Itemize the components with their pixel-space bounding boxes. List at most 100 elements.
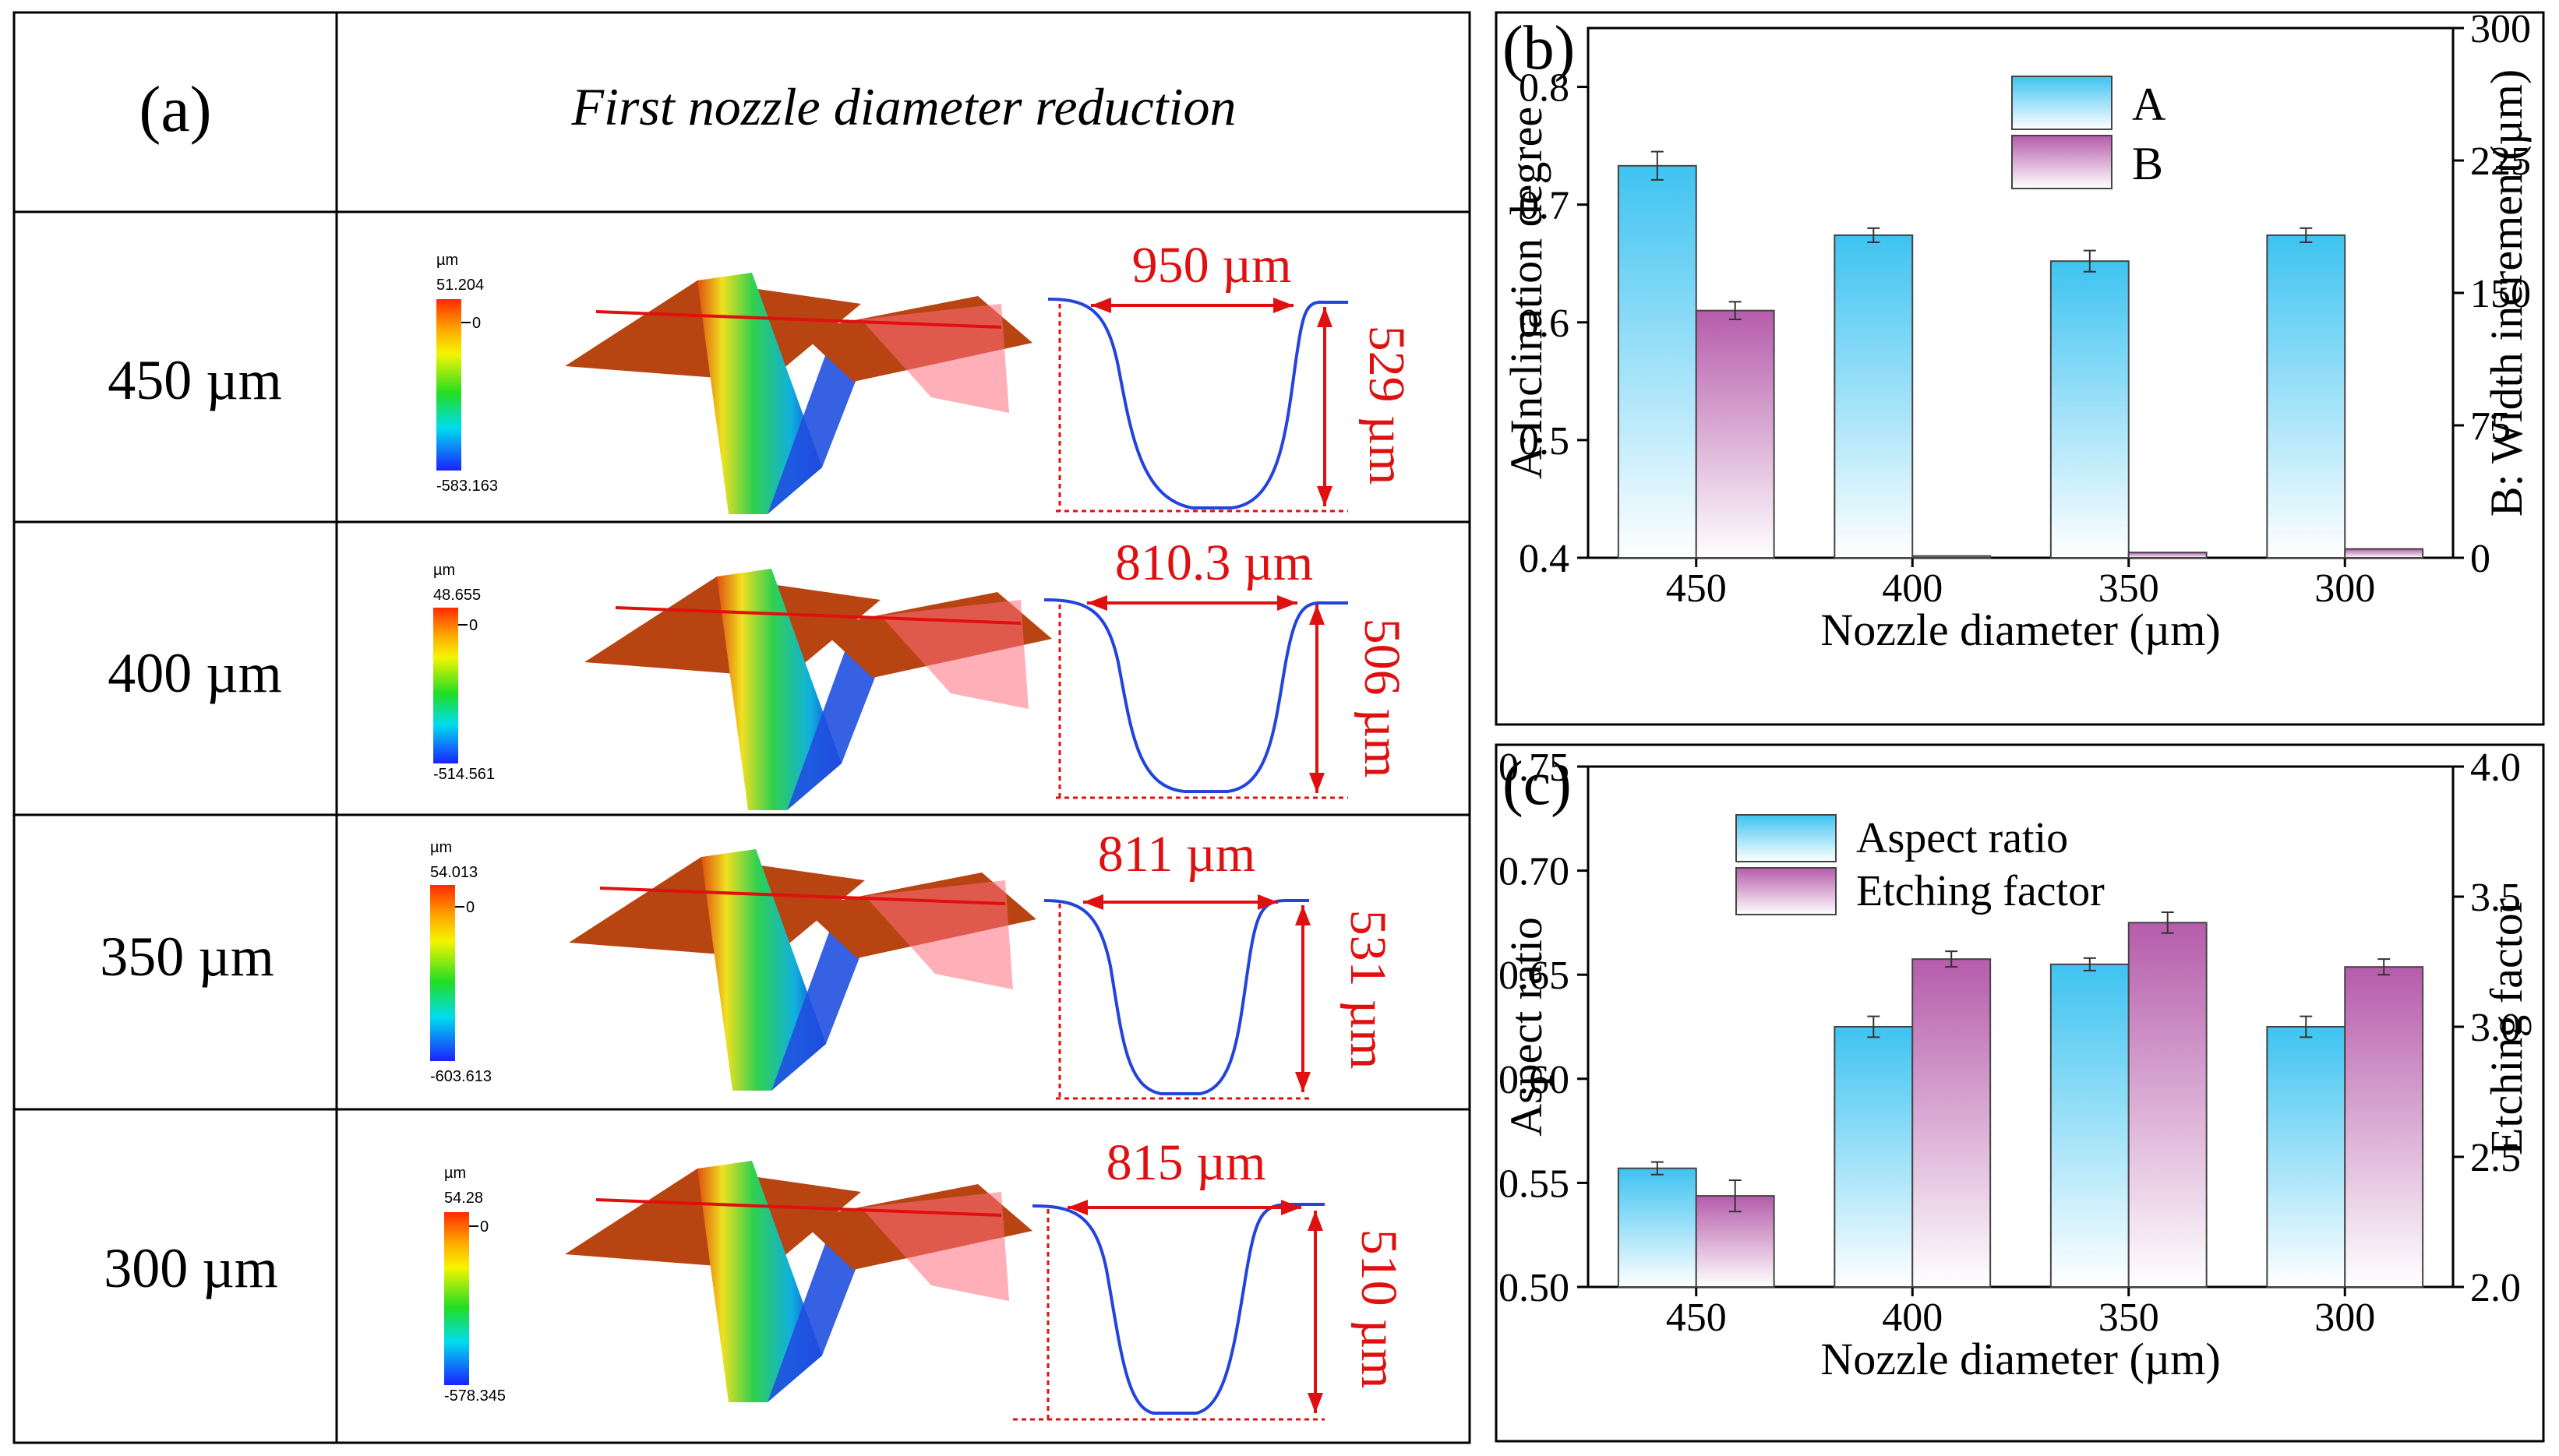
legend-swatch-etching-factor — [1735, 867, 1837, 915]
3d-surface-image — [583, 567, 1054, 812]
x-tick-label: 300 — [2314, 566, 2375, 611]
y-left-tick-label: 0.4 — [1519, 537, 1569, 581]
x-axis-label: Nozzle diameter (µm) — [1820, 1334, 2220, 1384]
y-left-tick-label: 0.50 — [1498, 1266, 1569, 1310]
depth-label: 510 µm — [1350, 1229, 1407, 1389]
bar-aspect-ratio — [1834, 1026, 1914, 1288]
cross-section-profile: 950 µm 529 µm — [1047, 237, 1415, 513]
colorbar-unit: µm — [430, 839, 452, 856]
row-label: 350 µm — [100, 925, 274, 988]
bar-aspect-ratio — [1617, 1167, 1697, 1288]
colorbar — [436, 299, 461, 471]
depth-label: 529 µm — [1358, 326, 1415, 485]
x-tick-label: 350 — [2098, 566, 2159, 611]
depth-label: 531 µm — [1340, 910, 1396, 1070]
bar-aspect-ratio — [2266, 1026, 2346, 1288]
row-450: 450 µm µm 51.204 0 -583.163 950 µm 529 µ… — [108, 237, 1415, 516]
bar-a — [1617, 164, 1697, 559]
row-label: 450 µm — [108, 349, 282, 411]
row-400: 400 µm µm 48.655 0 -514.561 810.3 µm 506… — [108, 534, 1410, 812]
y-right-axis-label: B: Width increment(µm) — [2481, 69, 2532, 516]
bar-b — [2127, 552, 2208, 559]
panel-b-chart: (b) 0.4 0.5 0.6 0.7 0.8 0 75 150 225 300 450 400 350… — [1495, 11, 2545, 726]
depth-label: 506 µm — [1354, 619, 1410, 778]
bar-b — [2344, 548, 2424, 559]
3d-surface-image — [563, 271, 1034, 516]
colorbar-min: -578.345 — [444, 1387, 506, 1405]
3d-surface-image — [567, 848, 1038, 1092]
y-right-axis-label: Etching factor — [2481, 898, 2532, 1155]
colorbar-zero: 0 — [480, 1218, 489, 1236]
width-label: 950 µm — [1132, 237, 1292, 294]
y-right-tick-label: 3.5 — [2470, 876, 2521, 920]
colorbar-zero: 0 — [469, 617, 478, 634]
y-left-tick-label: 0.65 — [1498, 954, 1569, 998]
bar-a — [2266, 234, 2346, 559]
legend-swatch-b — [2011, 135, 2112, 189]
width-label: 810.3 µm — [1115, 534, 1313, 591]
y-right-tick-label: 3.0 — [2470, 1006, 2521, 1050]
y-left-axis-label: A:Inclination degree — [1501, 107, 1551, 479]
colorbar-unit: µm — [444, 1165, 466, 1182]
colorbar — [430, 885, 455, 1061]
colorbar-unit: µm — [436, 252, 458, 269]
cross-section-profile: 810.3 µm 506 µm — [1043, 534, 1410, 799]
x-tick-label: 400 — [1882, 1296, 1943, 1340]
y-right-tick-label: 2.0 — [2470, 1266, 2521, 1310]
cross-section-profile: 815 µm 510 µm — [1013, 1134, 1407, 1421]
y-right-tick-label: 225 — [2470, 139, 2531, 184]
bar-b — [1911, 555, 1992, 559]
row-label: 400 µm — [108, 642, 282, 704]
cross-section-profile: 811 µm 531 µm — [1043, 826, 1396, 1100]
legend-swatch-aspect-ratio — [1735, 814, 1837, 862]
bar-a — [2049, 260, 2130, 559]
colorbar-max: 48.655 — [433, 587, 481, 604]
y-right-tick-label: 0 — [2470, 537, 2490, 581]
x-axis-label: Nozzle diameter (µm) — [1820, 605, 2220, 655]
height-colorbar: µm 48.655 0 -514.561 — [433, 562, 495, 783]
legend-label: A — [2132, 79, 2165, 130]
colorbar-max: 54.28 — [444, 1190, 483, 1207]
legend-label: Etching factor — [1856, 867, 2105, 915]
panel-letter: (b) — [1502, 14, 1575, 83]
x-tick-label: 300 — [2314, 1296, 2375, 1340]
row-350: 350 µm µm 54.013 0 -603.613 811 µm 531 µ… — [100, 826, 1396, 1100]
colorbar-min: -514.561 — [433, 766, 495, 783]
y-left-tick-label: 0.8 — [1519, 66, 1569, 111]
y-left-tick-label: 0.60 — [1498, 1058, 1569, 1102]
y-left-tick-label: 0.7 — [1519, 184, 1569, 228]
colorbar — [444, 1212, 469, 1385]
colorbar-zero: 0 — [472, 315, 481, 332]
x-tick-label: 450 — [1666, 566, 1727, 611]
colorbar — [433, 608, 458, 763]
panel-c-chart: (c) 0.50 0.55 0.60 0.65 0.70 0.75 2.0 2.5 3.0 3.5… — [1495, 743, 2545, 1443]
height-colorbar: µm 54.013 0 -603.613 — [430, 839, 492, 1085]
bar-etching-factor — [1911, 958, 1992, 1288]
y-left-tick-label: 0.6 — [1519, 301, 1569, 346]
legend-swatch-a — [2011, 76, 2112, 130]
colorbar-zero: 0 — [466, 899, 475, 916]
bar-b — [1695, 309, 1775, 559]
x-tick-label: 400 — [1882, 566, 1943, 611]
width-label: 811 µm — [1098, 826, 1255, 883]
legend-label: B — [2132, 138, 2163, 189]
y-right-tick-label: 150 — [2470, 272, 2531, 316]
bar-a — [1834, 234, 1914, 559]
width-label: 815 µm — [1107, 1134, 1266, 1191]
y-left-tick-label: 0.75 — [1498, 746, 1569, 790]
bar-etching-factor — [2127, 922, 2208, 1288]
colorbar-unit: µm — [433, 562, 455, 579]
height-colorbar: µm 51.204 0 -583.163 — [436, 252, 498, 495]
y-right-tick-label: 4.0 — [2470, 746, 2521, 790]
height-colorbar: µm 54.28 0 -578.345 — [444, 1165, 506, 1405]
3d-surface-image — [563, 1159, 1034, 1404]
y-left-tick-label: 0.5 — [1519, 419, 1569, 464]
y-left-axis-label: Aspect ratio — [1501, 917, 1551, 1137]
y-left-tick-label: 0.55 — [1498, 1162, 1569, 1206]
colorbar-max: 51.204 — [436, 277, 484, 294]
y-right-tick-label: 300 — [2470, 11, 2531, 51]
y-left-tick-label: 0.70 — [1498, 850, 1569, 894]
bar-aspect-ratio — [2049, 963, 2130, 1288]
y-right-tick-label: 75 — [2470, 404, 2511, 449]
row-label: 300 µm — [104, 1237, 278, 1299]
